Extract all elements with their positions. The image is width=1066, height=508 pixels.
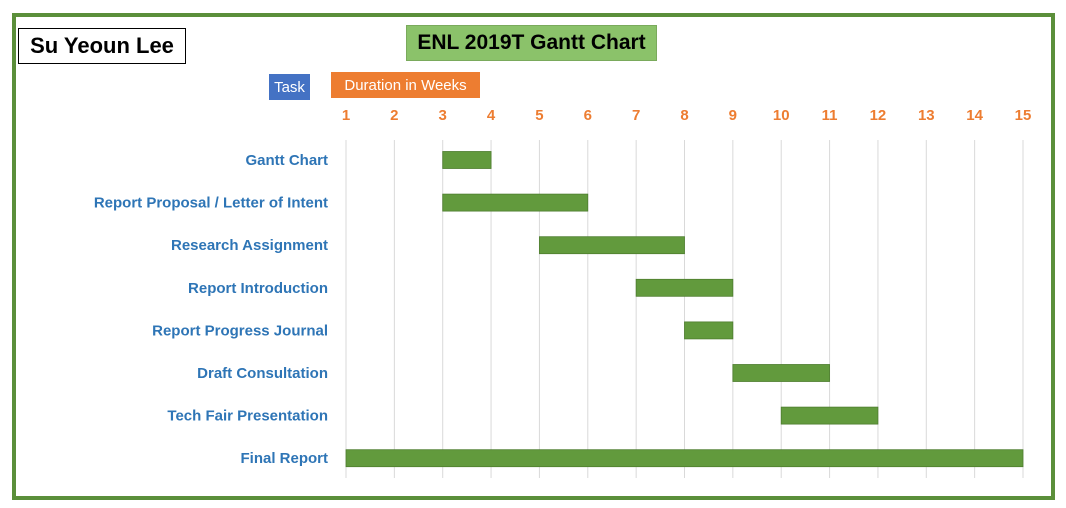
task-label: Tech Fair Presentation xyxy=(167,408,328,425)
task-label: Research Assignment xyxy=(171,237,328,254)
x-tick-week-10: 10 xyxy=(773,107,790,124)
chart-title: ENL 2019T Gantt Chart xyxy=(406,25,657,61)
x-tick-week-15: 15 xyxy=(1015,107,1032,124)
x-tick-week-9: 9 xyxy=(729,107,737,124)
task-bar xyxy=(345,449,1024,468)
chart-frame xyxy=(12,13,1055,500)
task-label: Report Proposal / Letter of Intent xyxy=(94,195,328,212)
task-bars xyxy=(345,151,1024,468)
x-tick-week-7: 7 xyxy=(632,107,640,124)
legend-duration: Duration in Weeks xyxy=(331,72,480,98)
task-bar xyxy=(539,236,685,255)
x-tick-labels: 1 2 3 4 5 6 7 8 9 10 11 12 13 14 15 xyxy=(342,107,1032,124)
task-bar xyxy=(684,321,734,340)
x-tick-week-6: 6 xyxy=(584,107,592,124)
x-tick-week-5: 5 xyxy=(535,107,543,124)
x-tick-week-14: 14 xyxy=(966,107,983,124)
task-bar xyxy=(732,364,830,382)
task-label: Report Progress Journal xyxy=(152,322,328,339)
x-tick-week-12: 12 xyxy=(870,107,887,124)
x-tick-week-1: 1 xyxy=(342,107,350,124)
grid-lines xyxy=(345,140,1024,478)
x-tick-week-4: 4 xyxy=(487,107,496,124)
task-bar xyxy=(442,193,589,212)
x-tick-week-3: 3 xyxy=(439,107,447,124)
author-name: Su Yeoun Lee xyxy=(18,28,186,64)
task-labels: Gantt Chart Report Proposal / Letter of I… xyxy=(94,152,328,467)
legend-task: Task xyxy=(269,74,310,100)
x-tick-week-11: 11 xyxy=(822,107,838,124)
x-tick-week-2: 2 xyxy=(390,107,398,124)
task-bar xyxy=(635,278,734,297)
task-bar xyxy=(780,406,879,425)
x-tick-week-8: 8 xyxy=(680,107,688,124)
task-bar xyxy=(442,151,492,169)
task-label: Draft Consultation xyxy=(197,365,328,382)
task-label: Gantt Chart xyxy=(246,152,329,169)
task-label: Report Introduction xyxy=(188,280,328,297)
task-label: Final Report xyxy=(240,450,328,467)
x-tick-week-13: 13 xyxy=(918,107,935,124)
